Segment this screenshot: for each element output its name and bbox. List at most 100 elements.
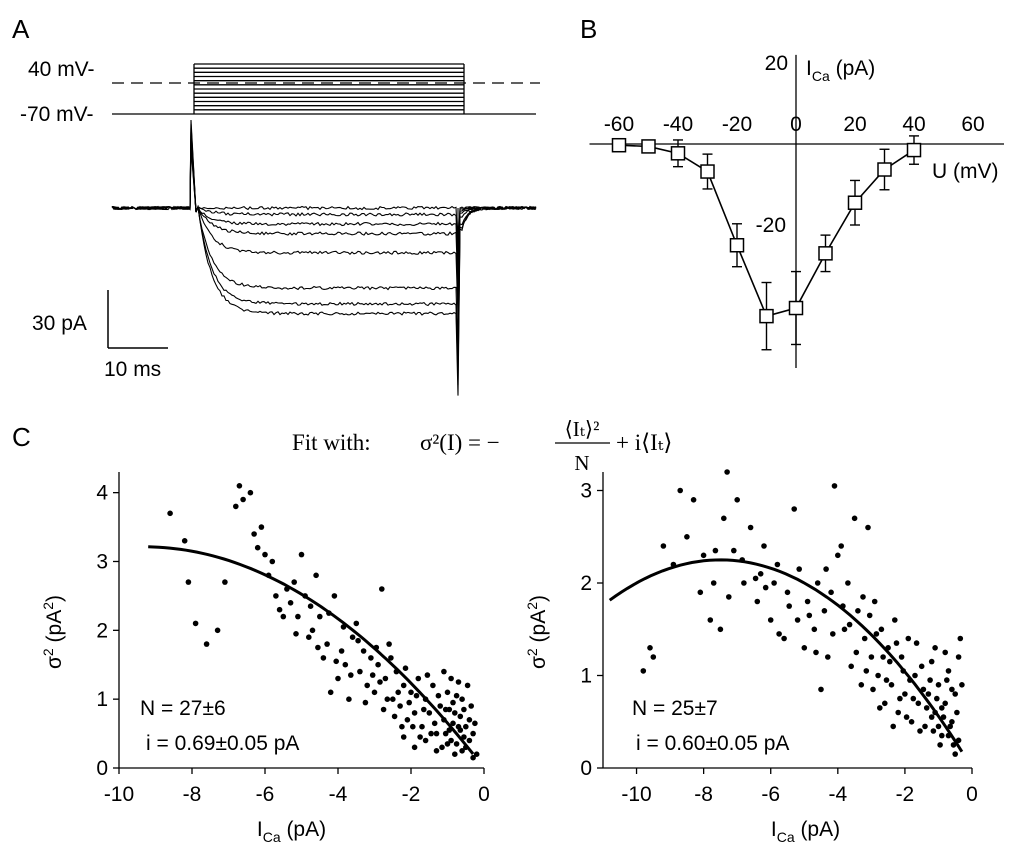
voltage-protocol [112, 63, 540, 115]
data-point [883, 677, 890, 683]
data-point [453, 741, 460, 747]
data-point [333, 658, 340, 665]
data-point [247, 489, 254, 496]
data-point [851, 515, 858, 522]
x-tick-label: -10 [621, 783, 651, 806]
x-tick-label: -20 [722, 113, 752, 136]
data-point [934, 695, 940, 702]
fit-lhs: σ²(I) = − [420, 430, 500, 455]
data-point [287, 600, 294, 606]
data-point [937, 742, 943, 748]
current-trace [111, 135, 537, 292]
data-point [413, 692, 420, 699]
panel-b-label: B [580, 14, 597, 44]
data-point [437, 703, 444, 709]
data-point [877, 705, 883, 711]
data-point [863, 668, 870, 674]
data-point [295, 613, 301, 620]
current-trace [111, 123, 537, 381]
data-point [858, 682, 865, 688]
data-point [846, 621, 853, 628]
data-point [406, 699, 413, 706]
y-tick-label: 3 [580, 480, 592, 503]
data-point [922, 723, 928, 730]
data-point [640, 668, 647, 674]
data-marker [700, 164, 715, 179]
data-point [650, 654, 657, 660]
data-point [415, 675, 422, 682]
data-point [928, 658, 935, 665]
data-point [214, 627, 221, 634]
data-point [865, 524, 871, 531]
fit-numerator: ⟨Iₜ⟩² [565, 417, 600, 441]
data-point [684, 534, 690, 540]
y-tick-label: 1 [580, 665, 592, 688]
data-point [463, 723, 469, 730]
panel-c: C Fit with: σ²(I) = − ⟨Iₜ⟩² N + i⟨Iₜ⟩ -1… [12, 417, 978, 845]
data-point [426, 710, 433, 716]
data-point [910, 695, 917, 702]
data-point [470, 730, 476, 737]
data-point [873, 631, 880, 637]
data-point [461, 734, 467, 740]
data-point [944, 677, 950, 683]
data-marker [759, 308, 774, 324]
data-point [431, 720, 438, 727]
data-point [375, 661, 381, 668]
panel-a: A 40 mV- -70 mV- 30 pA 10 ms [12, 14, 540, 396]
current-trace [111, 119, 537, 396]
data-point [364, 682, 371, 689]
data-point [395, 689, 402, 696]
data-point [845, 580, 851, 586]
fit-equation: Fit with: σ²(I) = − ⟨Iₜ⟩² N + i⟨Iₜ⟩ [292, 417, 672, 475]
data-point [455, 679, 462, 685]
data-point [203, 641, 210, 647]
data-point [448, 737, 454, 744]
data-point [468, 703, 475, 709]
y-axis-label: σ2 (pA2) [524, 595, 550, 669]
current-trace [111, 147, 536, 249]
data-point [444, 741, 451, 747]
data-marker [729, 238, 745, 253]
data-marker [788, 300, 804, 316]
data-point [814, 580, 821, 586]
data-point [861, 635, 868, 642]
data-point [335, 675, 341, 682]
panel-c-label: C [12, 422, 31, 452]
data-point [942, 649, 948, 656]
data-point [821, 608, 828, 614]
x-tick-label: 40 [902, 113, 925, 136]
data-point [942, 700, 948, 707]
data-point [895, 709, 901, 716]
data-point [912, 672, 918, 679]
x-tick-label: -60 [604, 113, 634, 136]
data-point [903, 714, 910, 720]
data-point [935, 723, 942, 730]
data-point [419, 723, 425, 730]
data-point [390, 696, 396, 702]
data-point [647, 645, 653, 651]
data-point [848, 663, 854, 670]
data-marker [670, 146, 686, 161]
data-point [887, 658, 893, 665]
data-point [811, 626, 818, 633]
y-tick-label: 4 [96, 482, 108, 505]
scale-bar [107, 290, 168, 349]
data-point [380, 706, 387, 713]
data-point [313, 572, 319, 579]
data-point [324, 641, 330, 647]
data-point [446, 706, 453, 713]
data-point [327, 689, 334, 696]
right-annotation-n: N = 25±7 [632, 697, 718, 720]
right-annotation-i: i = 0.60±0.05 pA [636, 732, 789, 755]
data-point [428, 730, 434, 737]
data-point [338, 648, 345, 654]
data-point [254, 544, 261, 551]
voltage-label-40mv: 40 mV- [28, 58, 95, 81]
data-point [932, 645, 938, 651]
data-point [954, 709, 960, 716]
data-point [945, 668, 952, 674]
data-point [411, 744, 418, 751]
data-point [818, 686, 824, 693]
